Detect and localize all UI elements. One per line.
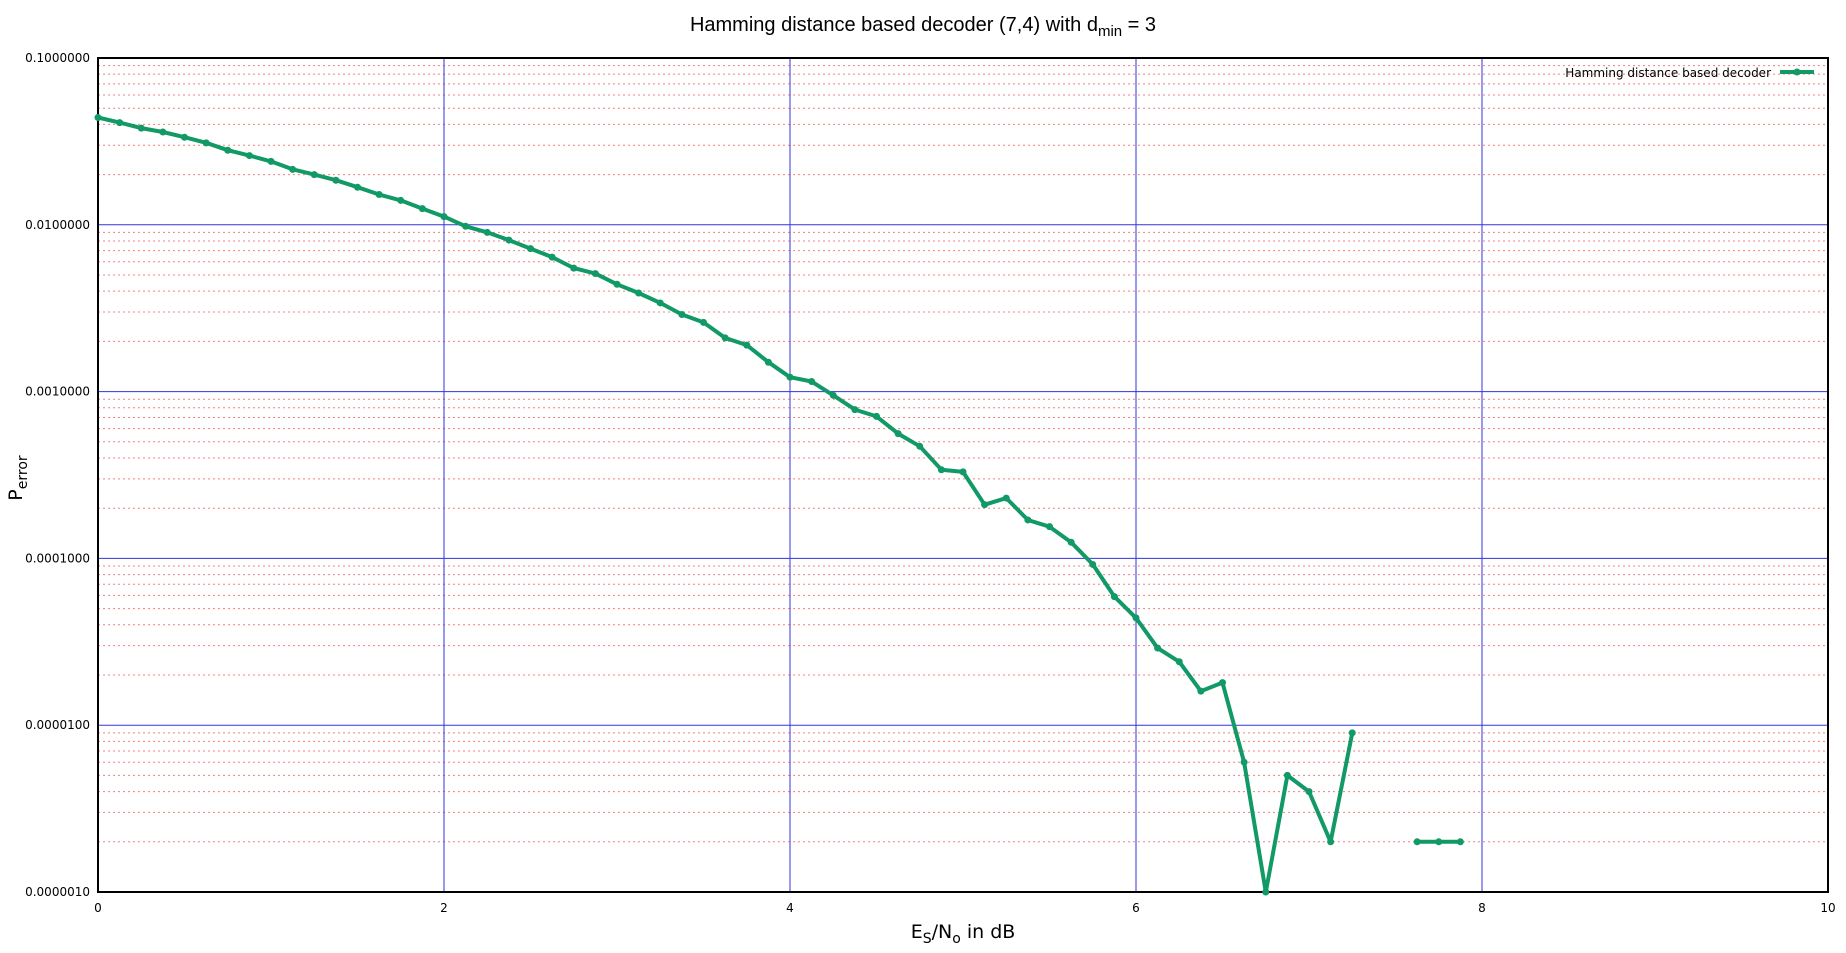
data-point (916, 442, 924, 450)
data-point (1219, 679, 1226, 687)
data-point (743, 341, 751, 349)
data-point (1175, 658, 1183, 666)
y-tick-label: 0.0000100 (25, 718, 90, 732)
data-point (483, 228, 491, 236)
data-point (656, 299, 664, 307)
data-point (1240, 758, 1248, 766)
data-point (505, 236, 513, 244)
data-point (397, 196, 405, 204)
data-point (570, 264, 578, 272)
data-point (202, 139, 210, 147)
data-point (808, 377, 816, 385)
legend-entry-label: Hamming distance based decoder (1565, 66, 1771, 80)
data-point (635, 289, 643, 297)
data-point (1327, 838, 1335, 846)
y-tick-label: 0.0000010 (25, 885, 90, 899)
data-point (267, 157, 275, 165)
data-point (700, 318, 707, 326)
y-tick-label: 0.1000000 (25, 51, 90, 65)
legend-entry-marker (1793, 68, 1801, 76)
data-point (613, 280, 621, 288)
data-point (159, 128, 167, 136)
data-point (94, 113, 102, 121)
series-layer (94, 113, 1464, 896)
data-point (591, 270, 599, 278)
data-point (116, 119, 124, 127)
x-tick-label: 6 (1132, 901, 1140, 915)
data-point (1132, 614, 1140, 622)
data-point (1046, 523, 1053, 531)
data-point (354, 183, 361, 191)
data-point (1089, 560, 1097, 568)
data-point (310, 171, 318, 179)
data-point (1024, 516, 1032, 524)
data-point (1305, 788, 1313, 796)
y-tick-label: 0.0100000 (25, 218, 90, 232)
data-point (1348, 729, 1356, 737)
data-point (1413, 838, 1421, 846)
data-point (851, 406, 859, 414)
legend: Hamming distance based decoder (1565, 66, 1814, 80)
data-point (137, 124, 145, 132)
y-axis-ticks: 0.1000000 0.0100000 0.0010000 0.0001000 0.00… (25, 51, 90, 899)
y-tick-label: 0.0010000 (25, 385, 90, 399)
data-point (1154, 644, 1162, 652)
data-point (462, 222, 470, 230)
data-point (678, 310, 686, 318)
data-point (289, 165, 297, 173)
data-point (937, 466, 945, 474)
minor-grid (98, 65, 1828, 843)
data-point (1283, 771, 1291, 779)
y-axis-label: Perror (5, 455, 31, 501)
data-point (1067, 538, 1075, 546)
data-point (981, 501, 989, 509)
data-point (873, 412, 880, 420)
data-point (440, 213, 448, 221)
x-tick-label: 8 (1478, 901, 1486, 915)
x-tick-label: 10 (1820, 901, 1835, 915)
data-point (786, 373, 794, 381)
data-point (1435, 838, 1443, 846)
data-point (181, 133, 188, 141)
data-point (375, 190, 383, 198)
data-point (224, 146, 232, 154)
data-point (527, 245, 534, 253)
data-point (418, 205, 426, 213)
data-point (1002, 494, 1010, 502)
x-tick-label: 0 (94, 901, 102, 915)
data-point (1197, 687, 1205, 695)
x-tick-label: 2 (440, 901, 448, 915)
data-point (548, 253, 556, 261)
data-point (829, 391, 837, 399)
data-point (1262, 888, 1270, 896)
x-axis-label: ES/No in dB (911, 921, 1016, 947)
data-point (959, 468, 967, 476)
x-axis-ticks: 0 2 4 6 8 10 (94, 901, 1835, 915)
data-point (332, 176, 340, 184)
data-point (764, 358, 772, 366)
data-point (894, 430, 902, 438)
data-point (1110, 593, 1118, 601)
x-tick-label: 4 (786, 901, 794, 915)
plot-frame (97, 57, 1829, 893)
y-tick-label: 0.0001000 (25, 551, 90, 565)
data-point (721, 334, 729, 342)
data-point (1456, 838, 1464, 846)
data-point (245, 152, 253, 160)
chart-title: Hamming distance based decoder (7,4) wit… (690, 14, 1156, 40)
